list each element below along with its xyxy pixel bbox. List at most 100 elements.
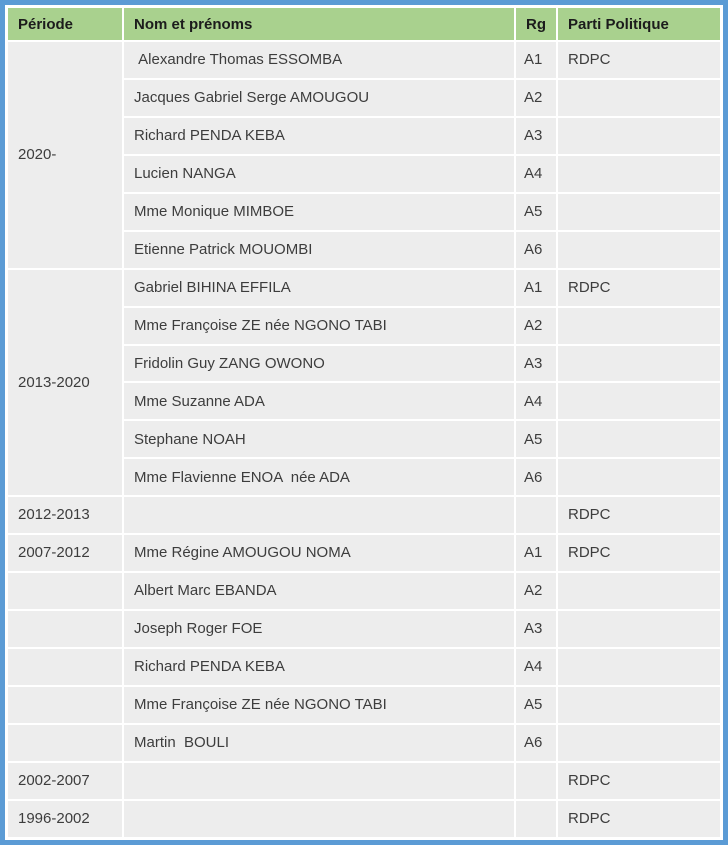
name-cell: Richard PENDA KEBA bbox=[124, 117, 514, 154]
period-cell bbox=[8, 649, 122, 685]
rank-cell: A5 bbox=[516, 193, 556, 230]
rank-cell: A6 bbox=[516, 724, 556, 761]
table-row: Joseph Roger FOE A3 bbox=[8, 611, 720, 647]
rank-cell: A1 bbox=[516, 535, 556, 572]
rank-cell: A2 bbox=[516, 79, 556, 116]
name-cell: Mme Suzanne ADA bbox=[124, 383, 514, 420]
table-row: 2007-2012 Mme Régine AMOUGOU NOMA A1 RDPC bbox=[8, 535, 720, 572]
party-cell: RDPC bbox=[558, 535, 720, 572]
party-cell: RDPC bbox=[558, 800, 720, 837]
name-cell: Albert Marc EBANDA bbox=[124, 573, 514, 610]
party-cell bbox=[558, 193, 720, 230]
name-cell bbox=[124, 800, 514, 837]
table-row: Albert Marc EBANDA A2 bbox=[8, 573, 720, 610]
party-cell: RDPC bbox=[558, 269, 720, 306]
rank-cell bbox=[516, 497, 556, 534]
rank-cell: A4 bbox=[516, 649, 556, 685]
party-cell bbox=[558, 117, 720, 154]
rank-cell: A1 bbox=[516, 269, 556, 306]
name-cell: Martin BOULI bbox=[124, 724, 514, 761]
party-cell bbox=[558, 686, 720, 723]
table-row: Mme Françoise ZE née NGONO TABI A2 bbox=[8, 307, 720, 344]
name-cell: Lucien NANGA bbox=[124, 155, 514, 192]
rank-cell: A4 bbox=[516, 383, 556, 420]
table-row: Martin BOULI A6 bbox=[8, 724, 720, 761]
table-row: 1996-2002 RDPC bbox=[8, 800, 720, 837]
name-cell: Stephane NOAH bbox=[124, 421, 514, 458]
name-cell: Fridolin Guy ZANG OWONO bbox=[124, 345, 514, 382]
name-cell bbox=[124, 762, 514, 799]
rank-cell: A3 bbox=[516, 345, 556, 382]
period-cell bbox=[8, 611, 122, 647]
column-header-nom-et-prenoms: Nom et prénoms bbox=[124, 8, 514, 40]
party-cell bbox=[558, 611, 720, 647]
period-cell bbox=[8, 573, 122, 610]
party-cell: RDPC bbox=[558, 497, 720, 534]
table-row: 2002-2007 RDPC bbox=[8, 762, 720, 799]
rank-cell: A5 bbox=[516, 686, 556, 723]
name-cell: Mme Flavienne ENOA née ADA bbox=[124, 459, 514, 496]
rank-cell: A6 bbox=[516, 231, 556, 268]
political-officials-table: Période Nom et prénoms Rg Parti Politiqu… bbox=[6, 6, 722, 839]
rank-cell bbox=[516, 800, 556, 837]
column-header-rg: Rg bbox=[516, 8, 556, 40]
table-row: 2012-2013 RDPC bbox=[8, 497, 720, 534]
name-cell: Alexandre Thomas ESSOMBA bbox=[124, 42, 514, 78]
party-cell bbox=[558, 231, 720, 268]
table-body: 2020- Alexandre Thomas ESSOMBA A1 RDPC Jacq… bbox=[8, 42, 720, 837]
table-row: 2013-2020 Gabriel BIHINA EFFILA A1 RDPC bbox=[8, 269, 720, 496]
rank-cell: A4 bbox=[516, 155, 556, 192]
name-cell: Joseph Roger FOE bbox=[124, 611, 514, 647]
table-row: Mme Suzanne ADA A4 bbox=[8, 383, 720, 420]
table-row: Stephane NOAH A5 bbox=[8, 421, 720, 458]
party-cell: RDPC bbox=[558, 762, 720, 799]
column-header-parti-politique: Parti Politique bbox=[558, 8, 720, 40]
name-cell: Mme Françoise ZE née NGONO TABI bbox=[124, 307, 514, 344]
rank-cell: A1 bbox=[516, 42, 556, 78]
period-cell bbox=[8, 724, 122, 761]
party-cell bbox=[558, 383, 720, 420]
party-cell bbox=[558, 724, 720, 761]
column-header-periode: Période bbox=[8, 8, 122, 40]
rank-cell: A6 bbox=[516, 459, 556, 496]
period-cell: 2020- bbox=[8, 42, 122, 268]
rank-cell bbox=[516, 762, 556, 799]
rank-cell: A2 bbox=[516, 307, 556, 344]
period-cell: 2013-2020 bbox=[8, 269, 122, 496]
table-row: Mme Flavienne ENOA née ADA A6 bbox=[8, 459, 720, 496]
table-row: Lucien NANGA A4 bbox=[8, 155, 720, 192]
table-row: Fridolin Guy ZANG OWONO A3 bbox=[8, 345, 720, 382]
table-row: Richard PENDA KEBA A3 bbox=[8, 117, 720, 154]
table-row: Jacques Gabriel Serge AMOUGOU A2 bbox=[8, 79, 720, 116]
rank-cell: A3 bbox=[516, 117, 556, 154]
party-cell bbox=[558, 345, 720, 382]
name-cell: Mme Régine AMOUGOU NOMA bbox=[124, 535, 514, 572]
period-cell: 2012-2013 bbox=[8, 497, 122, 534]
party-cell bbox=[558, 573, 720, 610]
name-cell: Etienne Patrick MOUOMBI bbox=[124, 231, 514, 268]
period-cell: 2002-2007 bbox=[8, 762, 122, 799]
rank-cell: A3 bbox=[516, 611, 556, 647]
rank-cell: A5 bbox=[516, 421, 556, 458]
table-row: Mme Françoise ZE née NGONO TABI A5 bbox=[8, 686, 720, 723]
party-cell bbox=[558, 649, 720, 685]
party-cell bbox=[558, 79, 720, 116]
table-row: Richard PENDA KEBA A4 bbox=[8, 649, 720, 685]
party-cell bbox=[558, 155, 720, 192]
name-cell bbox=[124, 497, 514, 534]
name-cell: Mme Françoise ZE née NGONO TABI bbox=[124, 686, 514, 723]
header-row: Période Nom et prénoms Rg Parti Politiqu… bbox=[8, 8, 720, 40]
party-cell bbox=[558, 421, 720, 458]
name-cell: Mme Monique MIMBOE bbox=[124, 193, 514, 230]
table-row: Etienne Patrick MOUOMBI A6 bbox=[8, 231, 720, 268]
party-cell bbox=[558, 307, 720, 344]
period-cell: 1996-2002 bbox=[8, 800, 122, 837]
name-cell: Gabriel BIHINA EFFILA bbox=[124, 269, 514, 306]
rank-cell: A2 bbox=[516, 573, 556, 610]
name-cell: Richard PENDA KEBA bbox=[124, 649, 514, 685]
period-cell: 2007-2012 bbox=[8, 535, 122, 572]
party-cell bbox=[558, 459, 720, 496]
period-cell bbox=[8, 686, 122, 723]
table-row: Mme Monique MIMBOE A5 bbox=[8, 193, 720, 230]
